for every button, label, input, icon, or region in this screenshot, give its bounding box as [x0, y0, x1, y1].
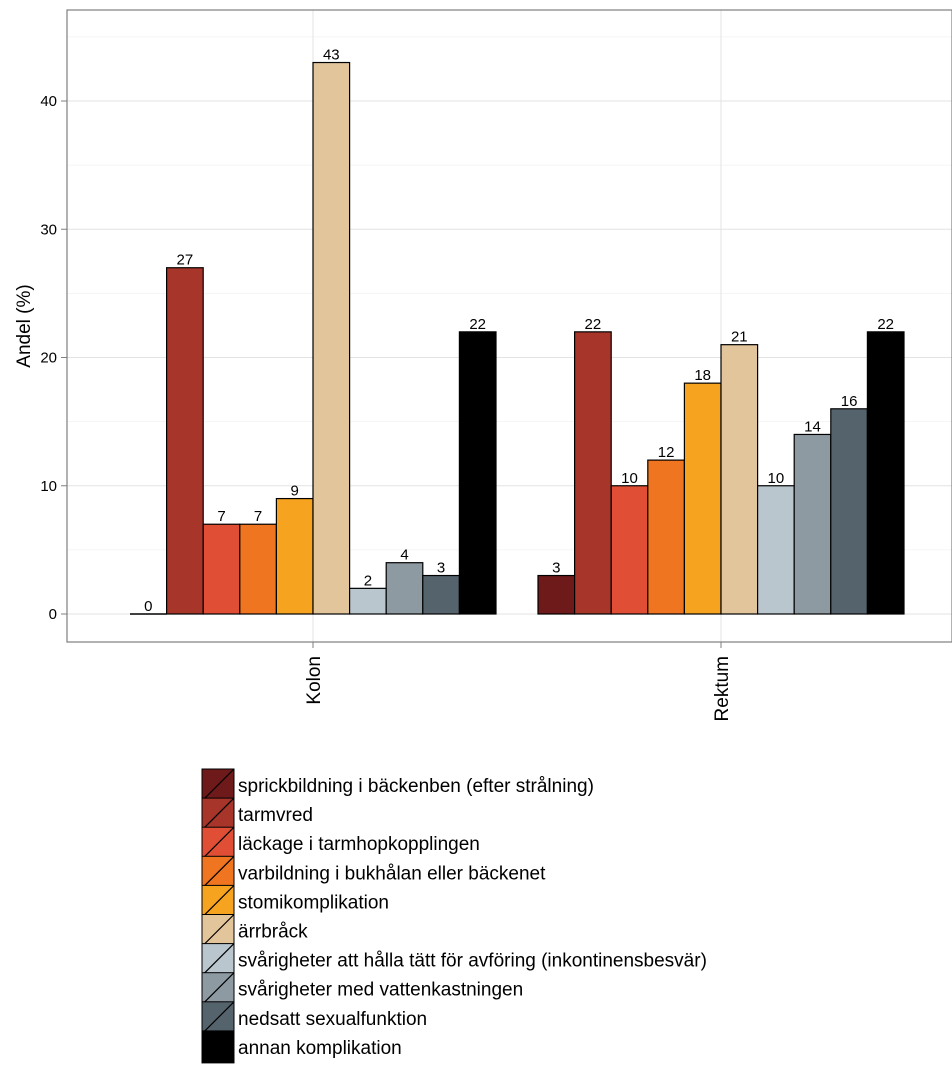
legend-key-border [201, 1030, 235, 1064]
legend-key-slash [201, 855, 235, 889]
data-label: 7 [254, 508, 262, 525]
legend-label: sprickbildning i bäckenben (efter stråln… [238, 776, 594, 797]
data-label: 43 [323, 47, 340, 64]
legend-item: svårigheter med vattenkastningen [201, 972, 523, 1006]
data-label: 10 [621, 470, 638, 487]
plot-panel-border [66, 9, 952, 643]
bar [830, 408, 868, 615]
data-label: 22 [877, 316, 894, 333]
bar [683, 382, 722, 615]
legend-item: varbildning i bukhålan eller bäckenet [201, 855, 546, 889]
data-label: 2 [364, 572, 372, 589]
legend-item: stomikomplikation [201, 884, 389, 918]
data-label: 22 [585, 316, 602, 333]
legend-label: varbildning i bukhålan eller bäckenet [238, 863, 546, 884]
bar [537, 574, 576, 615]
bar [793, 433, 832, 615]
legend-item: ärrbråck [201, 914, 308, 947]
data-label: 21 [731, 329, 748, 346]
bar [385, 562, 424, 615]
legend-item: svårigheter att hålla tätt för avföring … [201, 943, 707, 977]
bar [202, 523, 241, 615]
bar [166, 267, 204, 615]
bar [756, 485, 795, 615]
legend-key-slash [201, 943, 235, 977]
data-label: 9 [291, 483, 299, 500]
legend-label: läckage i tarmhopkopplingen [238, 834, 480, 855]
legend-item: sprickbildning i bäckenben (efter stråln… [201, 768, 594, 802]
legend-key-slash [201, 884, 235, 918]
bar [458, 331, 497, 615]
data-label: 7 [217, 508, 225, 525]
x-tick-label: Rektum [712, 656, 733, 721]
legend-item: annan komplikation [201, 1030, 402, 1064]
y-axis: 0 10 20 30 40 [40, 93, 67, 623]
data-label: 14 [804, 418, 821, 435]
legend-label: svårigheter med vattenkastningen [238, 980, 523, 1001]
y-axis-title: Andel (%) [14, 284, 35, 367]
legend-key-slash [201, 1001, 235, 1035]
legend-key-slash [201, 768, 235, 802]
bar [647, 459, 685, 615]
legend-label: nedsatt sexualfunktion [238, 1009, 427, 1030]
bar [866, 331, 905, 615]
legend-label: svårigheter att hålla tätt för avföring … [238, 951, 707, 972]
legend-label: stomikomplikation [238, 892, 389, 913]
data-label: 10 [768, 470, 785, 487]
data-label: 3 [437, 560, 445, 577]
legend-label: tarmvred [238, 805, 313, 826]
bar [573, 331, 612, 615]
bar [275, 497, 314, 615]
legend: sprickbildning i bäckenben (efter stråln… [201, 768, 707, 1064]
y-tick-label: 40 [40, 93, 57, 110]
legend-item: läckage i tarmhopkopplingen [201, 826, 480, 860]
bar [610, 485, 649, 615]
bar [312, 61, 351, 615]
legend-key-slash [201, 826, 235, 860]
data-label: 12 [658, 444, 675, 461]
data-label: 4 [400, 547, 408, 564]
data-label: 3 [552, 560, 560, 577]
bar [239, 523, 278, 615]
data-label: 18 [694, 367, 711, 384]
legend-key-slash [201, 797, 235, 831]
bar [422, 574, 460, 615]
bar [349, 587, 387, 615]
legend-label: ärrbråck [238, 922, 308, 943]
legend-key-slash [201, 972, 235, 1006]
x-tick-label: Kolon [304, 656, 325, 705]
legend-key-slash [201, 1030, 235, 1064]
y-tick-label: 0 [49, 606, 57, 623]
data-label: 0 [144, 598, 152, 615]
legend-key-slash [201, 914, 235, 947]
legend-label: annan komplikation [238, 1038, 402, 1059]
legend-item: tarmvred [201, 797, 313, 831]
legend-item: nedsatt sexualfunktion [201, 1001, 427, 1035]
data-label: 22 [469, 316, 486, 333]
y-tick-label: 20 [40, 350, 57, 367]
x-axis: Kolon Rektum [304, 642, 733, 721]
y-tick-label: 10 [40, 478, 57, 495]
data-label: 16 [841, 393, 858, 410]
data-label: 27 [177, 252, 194, 269]
y-tick-label: 30 [40, 221, 57, 238]
bars [130, 61, 905, 615]
bar [720, 344, 759, 615]
